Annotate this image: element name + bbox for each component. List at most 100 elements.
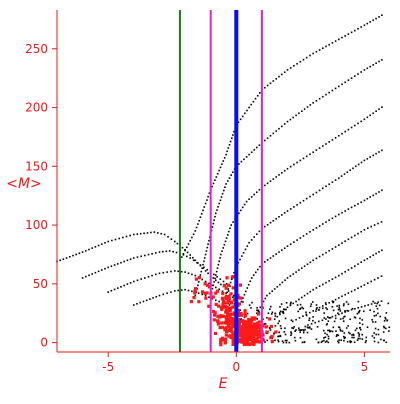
black-point: [318, 49, 321, 51]
black-point: [222, 247, 224, 249]
black-point: [294, 330, 296, 332]
black-point: [191, 273, 193, 276]
black-point: [380, 338, 382, 341]
black-point: [302, 329, 304, 331]
black-point: [372, 154, 374, 157]
black-point: [250, 103, 252, 106]
black-point: [322, 305, 324, 307]
black-point: [213, 219, 215, 221]
red-point: [223, 328, 227, 332]
red-point: [228, 334, 233, 338]
black-point: [157, 232, 159, 234]
black-point: [341, 83, 343, 86]
red-point: [247, 318, 251, 322]
black-point: [357, 307, 359, 309]
black-point: [315, 227, 318, 229]
black-point: [204, 270, 207, 272]
red-point: [213, 331, 218, 335]
x-axis-title: E: [219, 376, 228, 392]
black-point: [256, 312, 258, 314]
black-point: [198, 219, 200, 222]
black-point: [304, 328, 306, 331]
black-point: [129, 282, 132, 284]
black-point: [229, 227, 231, 230]
black-point: [248, 153, 250, 156]
black-point: [211, 226, 214, 228]
black-point: [322, 95, 324, 98]
black-point: [355, 165, 357, 168]
black-point: [245, 156, 248, 158]
black-point: [344, 336, 346, 339]
black-point: [325, 45, 327, 48]
black-point: [293, 241, 295, 243]
black-point: [176, 242, 179, 245]
black-point: [344, 130, 346, 133]
black-point: [315, 257, 318, 260]
black-point: [306, 292, 309, 295]
black-point: [212, 222, 215, 225]
black-point: [85, 275, 87, 278]
black-point: [217, 281, 220, 284]
red-point: [219, 340, 223, 344]
black-point: [293, 206, 295, 208]
black-point: [69, 256, 71, 258]
red-point: [232, 335, 236, 339]
black-point: [187, 272, 190, 275]
black-point: [377, 328, 380, 331]
black-point: [250, 277, 253, 279]
red-point: [237, 311, 241, 315]
black-point: [229, 140, 232, 143]
red-point: [238, 320, 242, 324]
black-point: [356, 327, 358, 330]
black-point: [266, 137, 269, 139]
black-point: [357, 122, 359, 125]
black-point: [293, 163, 295, 166]
black-point: [347, 128, 350, 131]
black-point: [350, 267, 353, 269]
black-point: [110, 289, 113, 292]
black-point: [383, 325, 385, 328]
black-point: [306, 106, 309, 108]
red-point: [224, 333, 228, 337]
red-point: [265, 330, 269, 334]
black-point: [249, 280, 251, 283]
black-point: [363, 229, 366, 231]
black-point: [283, 212, 286, 214]
red-point: [219, 343, 223, 347]
black-point: [360, 230, 362, 233]
red-point: [257, 312, 261, 316]
black-point: [208, 192, 211, 194]
red-point: [227, 299, 231, 303]
black-point: [296, 304, 299, 306]
black-point: [357, 203, 359, 205]
red-point: [242, 338, 246, 343]
black-point: [305, 314, 308, 317]
black-point: [296, 204, 298, 206]
black-point: [158, 272, 161, 275]
black-point: [282, 312, 285, 314]
black-point: [378, 16, 380, 18]
black-point: [251, 301, 253, 304]
black-point: [274, 312, 277, 315]
black-point: [375, 62, 377, 64]
black-point: [338, 304, 341, 307]
black-point: [365, 336, 368, 339]
black-point: [200, 270, 203, 273]
black-point: [204, 280, 207, 283]
x-tick-label: 0: [232, 360, 240, 374]
black-point: [375, 17, 377, 20]
red-point: [219, 314, 223, 318]
red-point: [256, 331, 260, 336]
black-point: [195, 226, 198, 229]
black-point: [289, 302, 292, 305]
black-point: [250, 196, 253, 198]
black-point: [201, 293, 203, 296]
red-point: [204, 296, 208, 300]
black-point: [194, 230, 197, 232]
black-point: [318, 309, 320, 311]
black-point: [322, 283, 324, 286]
black-point: [309, 231, 311, 233]
black-point: [357, 287, 359, 289]
black-point: [282, 341, 285, 344]
red-point: [227, 317, 231, 321]
